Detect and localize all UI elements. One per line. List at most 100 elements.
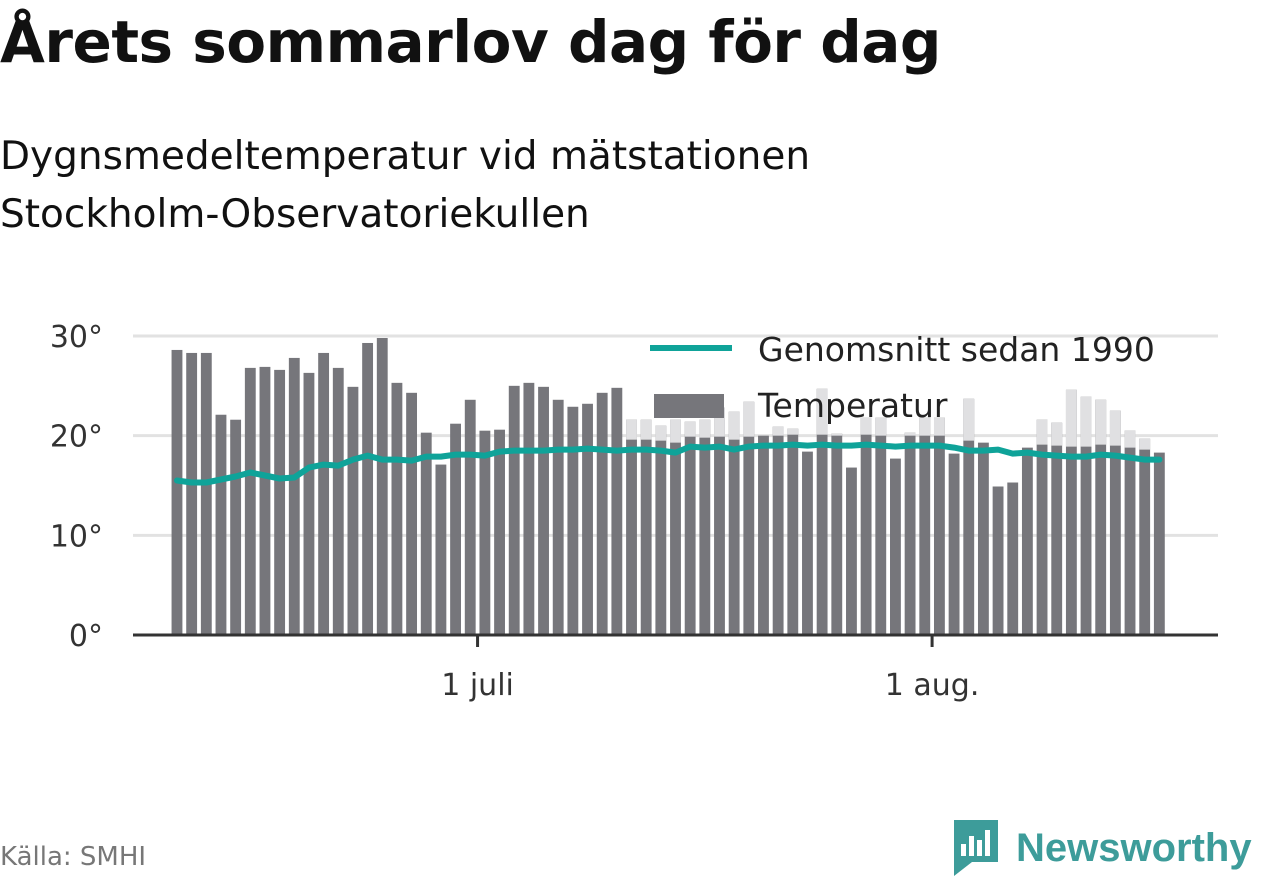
temperature-bar xyxy=(200,352,212,635)
average-line xyxy=(174,441,1163,486)
temperature-bar xyxy=(362,342,374,635)
temperature-bar xyxy=(670,419,681,635)
temperature-bar xyxy=(508,385,520,635)
temperature-bar xyxy=(596,392,608,635)
above-average-bar-segment xyxy=(1124,430,1136,448)
temperature-bar xyxy=(171,349,183,635)
temperature-bar xyxy=(464,399,476,635)
temperature-bar xyxy=(259,366,271,635)
temperature-bar xyxy=(288,357,300,635)
above-average-bar-segment xyxy=(919,417,931,436)
above-average-bar-segment xyxy=(1051,422,1063,446)
temperature-bar xyxy=(1095,399,1107,635)
temperature-bar xyxy=(684,421,696,635)
above-average-bar-segment xyxy=(655,425,667,441)
temperature-bar xyxy=(567,406,579,635)
above-average-bar-segment xyxy=(787,428,799,435)
chart-title: Årets sommarlov dag för dag xyxy=(0,8,941,76)
above-average-bar-segment xyxy=(699,419,711,438)
above-average-bar-segment xyxy=(963,398,975,441)
above-average-bar-segment xyxy=(1080,396,1092,447)
temperature-bar xyxy=(963,398,975,635)
temperature-bar xyxy=(728,411,740,635)
legend-label-average: Genomsnitt sedan 1990 xyxy=(758,330,1155,369)
temperature-bar xyxy=(186,352,198,635)
x-axis: 1 juli 1 aug. xyxy=(441,635,979,703)
temperature-bar xyxy=(1007,482,1019,635)
temperature-bar xyxy=(244,367,256,635)
temperature-bar xyxy=(538,386,549,635)
above-average-bar-segment xyxy=(626,419,637,440)
y-tick-label: 20° xyxy=(50,420,103,455)
temperature-bar xyxy=(523,382,535,635)
temperature-bar xyxy=(919,417,931,635)
temperature-bar xyxy=(318,352,330,635)
above-average-bar-segment xyxy=(714,407,725,437)
temperature-bar xyxy=(1153,452,1165,635)
temperature-bar xyxy=(933,417,945,635)
temperature-bar xyxy=(977,442,989,635)
temperature-bar xyxy=(552,399,564,635)
temperature-bar xyxy=(420,432,432,635)
temperature-bar xyxy=(1109,410,1121,635)
above-average-bar-segment xyxy=(640,419,652,440)
temperature-bar xyxy=(626,419,637,635)
above-average-bar-segment xyxy=(1095,399,1107,445)
temperature-bar xyxy=(406,392,418,635)
temperature-bar xyxy=(640,419,652,635)
above-average-bar-segment xyxy=(670,419,681,443)
y-tick-label: 30° xyxy=(50,320,103,355)
temperature-bar xyxy=(875,417,887,635)
temperature-bar xyxy=(714,407,725,635)
temperature-bar xyxy=(376,337,388,635)
above-average-bar-segment xyxy=(875,417,887,436)
above-average-bar-segment xyxy=(1139,438,1151,450)
temperature-bar xyxy=(391,382,403,635)
temperature-bar xyxy=(1124,430,1136,635)
above-average-bar-segment xyxy=(1036,419,1048,445)
above-average-bar-segment xyxy=(772,426,784,436)
temperature-bar xyxy=(332,367,344,635)
temperature-bar xyxy=(1080,396,1092,635)
temperature-bar xyxy=(655,425,667,635)
source-note: Källa: SMHI xyxy=(0,842,147,872)
above-average-bar-segment xyxy=(743,401,755,437)
legend-swatch-temperature xyxy=(654,394,724,418)
above-average-bar-segment xyxy=(728,411,740,440)
temperature-bar xyxy=(1021,447,1033,635)
temperature-bar xyxy=(831,433,843,635)
temperature-bar xyxy=(846,467,857,635)
above-average-bar-segment xyxy=(1109,410,1121,446)
temperature-bar xyxy=(743,401,755,635)
x-tick-label: 1 aug. xyxy=(885,668,980,703)
temperature-bar xyxy=(890,458,901,635)
temperature-bar xyxy=(303,372,315,635)
x-tick-label: 1 juli xyxy=(441,668,514,703)
brand-name: Newsworthy xyxy=(1016,825,1252,870)
temperature-bar xyxy=(1036,419,1048,635)
temperature-bar xyxy=(860,417,872,635)
above-average-bar-segment xyxy=(816,388,828,435)
temperature-bar xyxy=(1139,438,1151,635)
above-average-bar-segment xyxy=(831,433,843,436)
temperature-bar xyxy=(450,423,461,635)
legend-label-temperature: Temperatur xyxy=(757,386,948,425)
brand-logo[interactable]: Newsworthy xyxy=(950,818,1252,878)
temperature-bar xyxy=(582,403,593,635)
temperature-bars xyxy=(171,337,1165,635)
above-average-bar-segment xyxy=(904,432,916,436)
above-average-bar-segment xyxy=(933,417,945,436)
temperature-bar xyxy=(816,388,828,635)
temperature-bar xyxy=(1065,389,1077,635)
temperature-bar xyxy=(1051,422,1063,635)
above-average-bar-segment xyxy=(684,421,696,437)
temperature-bar xyxy=(230,419,242,635)
temperature-bar xyxy=(802,451,813,635)
above-average-bar-segment xyxy=(860,417,872,435)
temperature-bar xyxy=(948,453,960,635)
temperature-bar xyxy=(758,435,769,635)
y-tick-label: 0° xyxy=(69,619,103,654)
temperature-bar xyxy=(772,426,784,635)
chart-subtitle: Dygnsmedeltemperatur vid mätstationen St… xyxy=(0,134,811,237)
temperature-bar xyxy=(347,386,359,635)
